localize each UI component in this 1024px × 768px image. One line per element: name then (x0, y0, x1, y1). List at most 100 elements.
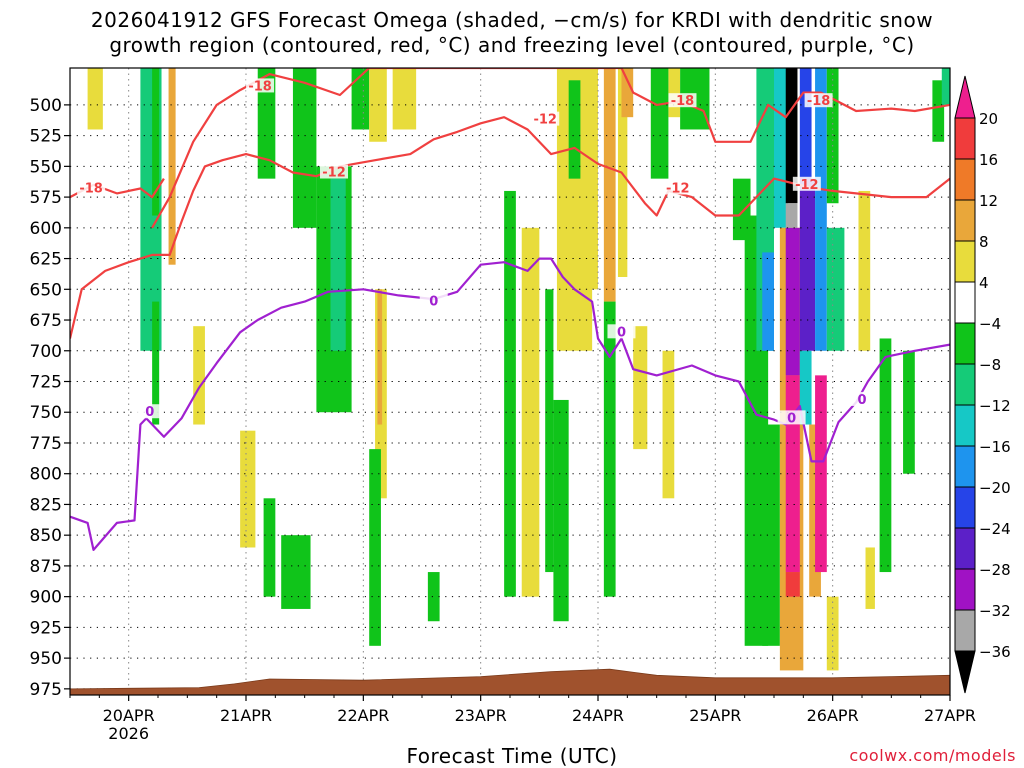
omega-region-10 (330, 178, 346, 351)
grid-lines (70, 68, 950, 695)
contour-label-bg (663, 180, 692, 195)
omega-region-15 (369, 449, 381, 646)
omega-region-18 (392, 68, 417, 130)
colorbar-bottom-triangle (954, 650, 976, 694)
y-tick-label-750: 750 (30, 403, 62, 423)
omega-region-61 (932, 80, 945, 142)
contour-label: 0 (787, 411, 796, 426)
contour-label: -18 (79, 181, 103, 196)
omega-region-57 (858, 190, 871, 351)
omega-region-7 (257, 68, 276, 179)
omega-region-25 (553, 399, 569, 622)
contour-label: -12 (533, 113, 557, 128)
colorbar-bin-4 (954, 240, 976, 283)
contour-label: -12 (322, 166, 346, 181)
colorbar-label: −24 (979, 520, 1011, 538)
omega-region-39 (762, 252, 774, 351)
colorbar-label: −16 (979, 438, 1011, 456)
x-tick-label-27APR: 27APR (924, 706, 976, 725)
y-tick-label-800: 800 (30, 465, 62, 485)
y-tick-label-900: 900 (30, 588, 62, 608)
contour-label-bg (848, 391, 876, 406)
omega-region-41 (762, 424, 780, 646)
omega-region-16 (263, 498, 276, 597)
omega-region-43 (785, 68, 798, 204)
omega-region-48 (799, 68, 812, 179)
colorbar-label: −20 (979, 479, 1011, 497)
omega-region-14 (377, 289, 383, 425)
omega-region-5 (193, 326, 205, 425)
omega-region-24 (568, 80, 581, 179)
omega-region-3 (168, 68, 176, 265)
omega-region-27 (603, 68, 616, 302)
y-axis: 500 525 550 575 600 625 650 675 700 725 750 775 800 8… (30, 96, 70, 700)
contour-label: 0 (617, 325, 626, 340)
x-tick-label-25APR: 25APR (689, 706, 741, 725)
x-tick-label-24APR: 24APR (572, 706, 624, 725)
contour-label: -18 (671, 94, 695, 109)
terrain (70, 668, 950, 695)
omega-region-32 (662, 350, 675, 499)
contour-label-bg (607, 324, 636, 339)
contour-label: -12 (795, 178, 819, 193)
omega-region-44 (785, 203, 798, 228)
contour-label-bg (77, 180, 106, 195)
omega-region-50 (799, 350, 812, 425)
omega-region-31 (603, 301, 616, 597)
y-tick-label-775: 775 (30, 434, 62, 454)
y-tick-label-975: 975 (30, 680, 62, 700)
omega-region-8 (292, 68, 317, 228)
omega-region-12 (369, 68, 387, 142)
colorbar-label: 16 (979, 151, 998, 169)
y-tick-label-700: 700 (30, 342, 62, 362)
y-tick-label-550: 550 (30, 157, 62, 177)
contour-label: 0 (429, 295, 438, 310)
colorbar-label: −4 (979, 315, 1001, 333)
omega-region-30 (633, 326, 648, 450)
x-axis-label: Forecast Time (UTC) (406, 744, 618, 768)
x-tick-label-22APR: 22APR (337, 706, 389, 725)
contours: -18 -18 -18 -18 -12 -12 -12 -12 0 0 0 0 0 (70, 68, 950, 552)
credit-link[interactable]: coolwx.com/models (849, 746, 1016, 765)
y-tick-label-650: 650 (30, 280, 62, 300)
y-tick-label-925: 925 (30, 618, 62, 638)
colorbar-bin-7 (954, 363, 976, 406)
colorbar-top-triangle (954, 75, 976, 119)
omega-region-40 (774, 68, 789, 228)
y-tick-label-675: 675 (30, 311, 62, 331)
colorbar-label: −28 (979, 561, 1011, 579)
y-tick-label-600: 600 (30, 219, 62, 239)
contour-label-bg (531, 111, 560, 126)
y-tick-label-525: 525 (30, 127, 62, 147)
omega-region-35 (650, 68, 669, 179)
omega-region-0 (87, 68, 103, 130)
omega-region-60 (903, 350, 915, 474)
colorbar-bin-12 (954, 568, 976, 611)
omega-region-2 (152, 68, 160, 216)
omega-region-54 (826, 68, 839, 204)
colorbar-label: 12 (979, 192, 998, 210)
x-tick-label-21APR: 21APR (220, 706, 272, 725)
x-tick-label-20APR: 20APR (103, 706, 155, 725)
x-tick-sublabel: 2026 (108, 724, 149, 743)
omega-region-4 (152, 301, 160, 425)
colorbar-bin-11 (954, 527, 976, 570)
y-tick-label-725: 725 (30, 373, 62, 393)
contour-label-bg (135, 404, 164, 419)
omega-region-26 (586, 68, 598, 290)
colorbar: 20 16 12 8 4 −4 −8 −12 −16 −20 −24 −28 −32 −36 (954, 75, 1011, 694)
contour-label: -18 (248, 79, 272, 94)
omega-shading (87, 68, 950, 671)
y-tick-label-625: 625 (30, 250, 62, 270)
colorbar-bin-9 (954, 445, 976, 488)
y-tick-label-850: 850 (30, 526, 62, 546)
omega-region-21 (521, 227, 540, 597)
y-tick-label-825: 825 (30, 495, 62, 515)
y-tick-label-950: 950 (30, 649, 62, 669)
colorbar-label: −8 (979, 356, 1001, 374)
colorbar-bin-6 (954, 322, 976, 365)
colorbar-bin-8 (954, 404, 976, 447)
omega-region-49 (799, 178, 816, 351)
colorbar-bin-2 (954, 158, 976, 201)
